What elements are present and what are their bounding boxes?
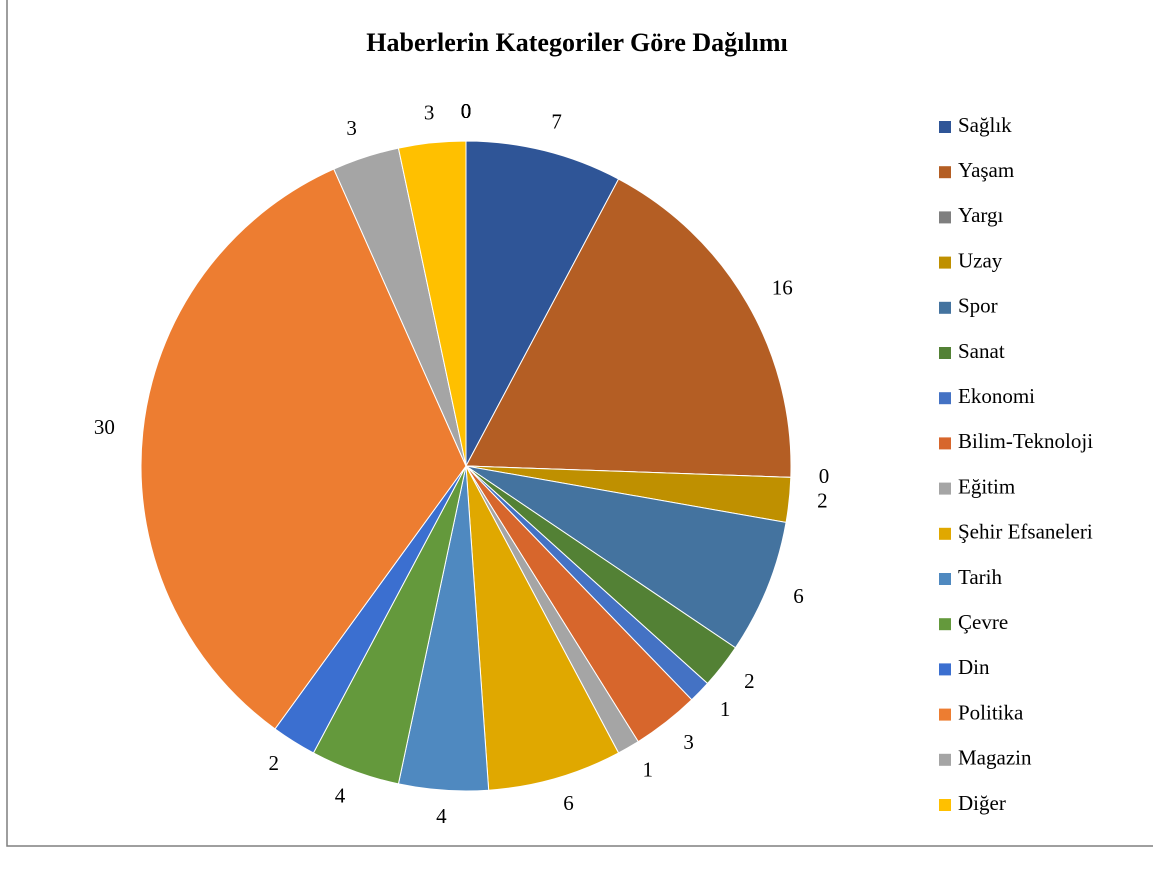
legend-label: Din	[958, 655, 990, 679]
legend-swatch	[939, 347, 951, 359]
data-label: 0	[461, 99, 472, 123]
data-label: 2	[268, 751, 279, 775]
legend-label: Magazin	[958, 746, 1032, 770]
data-label: 30	[94, 415, 115, 439]
data-label: 0	[461, 99, 472, 123]
legend-swatch	[939, 663, 951, 676]
data-label: 16	[772, 275, 793, 299]
data-label: 3	[424, 101, 435, 125]
legend-swatch	[939, 301, 951, 314]
pie-slice	[465, 465, 787, 649]
legend-label: Çevre	[958, 610, 1008, 634]
pie-slice	[465, 178, 792, 478]
data-label: 0	[819, 464, 830, 488]
data-label: 2	[817, 489, 828, 513]
legend-label: Yaşam	[958, 158, 1014, 182]
data-label: 0	[461, 99, 472, 123]
legend-swatch	[939, 211, 951, 224]
data-label: 3	[346, 116, 357, 140]
pie-slice	[140, 168, 467, 730]
legend-label: Diğer	[958, 791, 1006, 815]
legend-swatch	[939, 573, 951, 585]
legend-label: Yargı	[958, 203, 1003, 227]
chart-title: Haberlerin Kategoriler Göre Dağılımı	[366, 28, 787, 57]
legend-swatch	[939, 527, 951, 540]
data-label: 6	[563, 791, 574, 815]
legend-swatch	[939, 392, 951, 405]
legend-label: Şehir Efsaneleri	[958, 520, 1093, 544]
pie-slice	[465, 140, 620, 467]
legend-label: Eğitim	[958, 474, 1015, 498]
legend-swatch	[939, 121, 951, 133]
legend-swatch	[939, 482, 951, 495]
legend-swatch	[939, 799, 951, 811]
data-label: 0	[461, 99, 472, 123]
legend-swatch	[939, 708, 951, 721]
data-label: 7	[551, 109, 562, 133]
legend-swatch	[939, 166, 951, 179]
data-label: 2	[744, 669, 755, 693]
data-label: 0	[461, 99, 472, 123]
legend-swatch	[939, 437, 951, 450]
legend-label: Spor	[958, 294, 998, 318]
legend-swatch	[939, 753, 951, 766]
data-label: 6	[793, 584, 804, 608]
legend-label: Tarih	[958, 565, 1003, 589]
legend-label: Politika	[958, 700, 1024, 724]
data-label: 3	[683, 730, 694, 754]
data-label: 4	[335, 784, 346, 808]
legend-swatch	[939, 256, 951, 269]
legend-label: Sanat	[958, 339, 1005, 363]
legend-label: Ekonomi	[958, 384, 1035, 408]
legend-label: Uzay	[958, 248, 1003, 272]
legend-swatch	[939, 618, 951, 631]
data-label: 1	[643, 758, 654, 782]
data-label: 1	[720, 697, 731, 721]
legend-label: Sağlık	[958, 113, 1012, 137]
pie-slice	[465, 465, 620, 791]
data-label: 0	[461, 99, 472, 123]
data-label: 4	[436, 804, 447, 828]
legend-label: Bilim-Teknoloji	[958, 429, 1093, 453]
